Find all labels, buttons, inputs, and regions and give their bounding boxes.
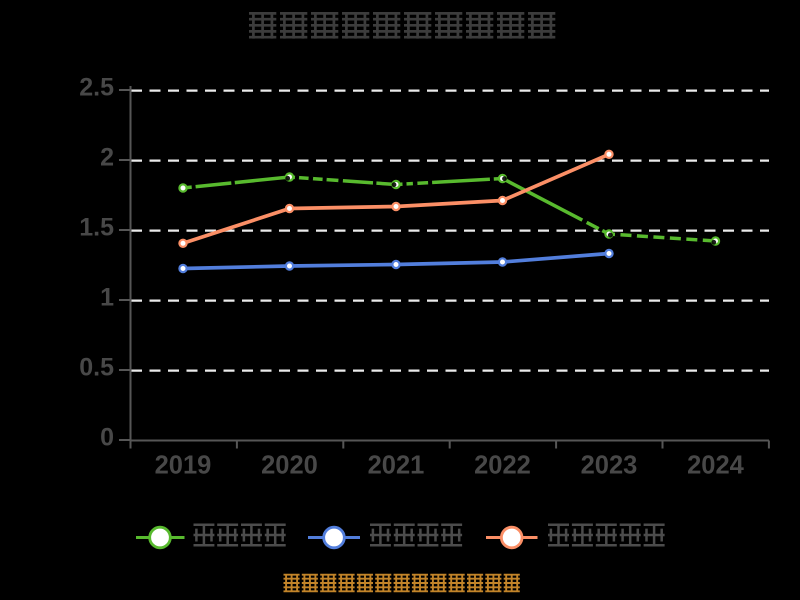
svg-text:2020: 2020	[261, 452, 318, 480]
svg-text:2: 2	[100, 144, 114, 172]
svg-text:0: 0	[100, 424, 114, 452]
svg-text:1.5: 1.5	[79, 214, 114, 242]
svg-text:2024: 2024	[687, 452, 745, 480]
svg-text:1: 1	[100, 284, 114, 312]
svg-text:2022: 2022	[474, 452, 531, 480]
svg-text:2.5: 2.5	[79, 74, 114, 102]
svg-text:2021: 2021	[368, 452, 425, 480]
svg-text:2019: 2019	[155, 452, 212, 480]
svg-text:0.5: 0.5	[79, 354, 114, 382]
svg-text:2023: 2023	[581, 452, 638, 480]
